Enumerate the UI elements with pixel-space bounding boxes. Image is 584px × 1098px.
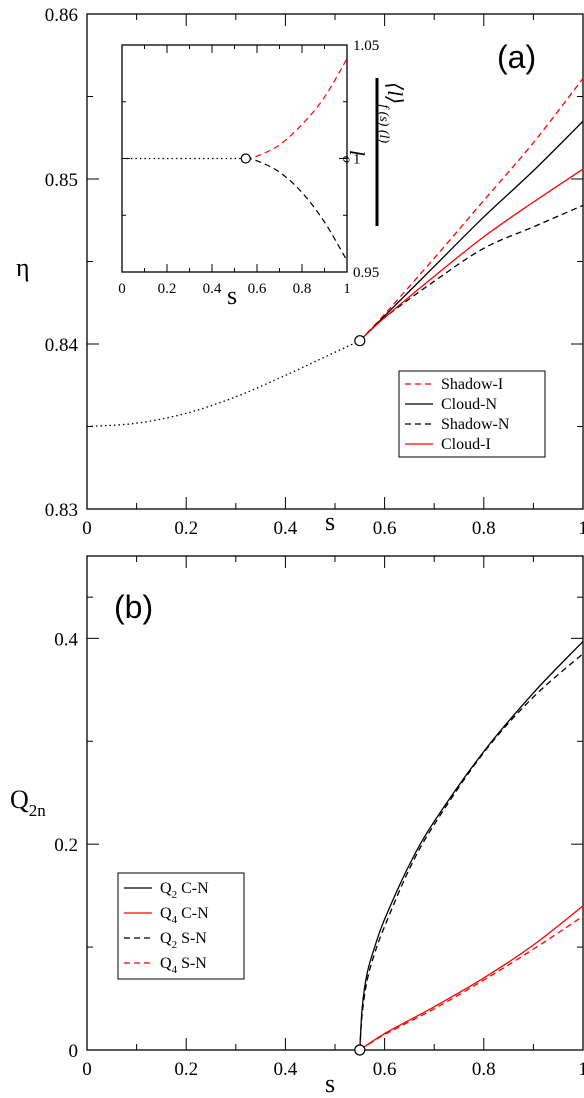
panel-b: 0 0.2 0.4 0.6 0.8 1 0 0.2 0.4 Q2n s (b) Q2 C-N Q4… <box>10 555 584 1098</box>
panel-b-series <box>354 640 584 1056</box>
panel-b-series-3 <box>359 915 584 1051</box>
inset-ylabel-denominator: lo <box>339 150 369 163</box>
panel-a-legend-label-0: Shadow-I <box>441 376 503 393</box>
inset-critical-point-marker <box>240 153 251 164</box>
panel-a-xtick-label: 0.8 <box>472 518 496 539</box>
panel-b-xtick-label: 0.6 <box>373 1059 397 1080</box>
panel-b-ticks: 0 0.2 0.4 0.6 0.8 1 0 0.2 0.4 <box>54 556 584 1080</box>
panel-a-series-2 <box>359 120 584 342</box>
inset-xlabel: s <box>227 281 237 310</box>
panel-a-series-4 <box>359 168 584 342</box>
panel-b-legend-label-1: Q4 C-N <box>160 905 209 926</box>
panel-a-legend-label-1: Cloud-N <box>441 396 497 413</box>
inset-xtick-label: 0.4 <box>203 281 222 297</box>
inset-xtick-label: 1 <box>343 281 351 297</box>
inset-ytick-label: 0.95 <box>353 265 379 281</box>
inset-ylabel-numerator: ⟨l⟩f (s) (l) <box>376 82 407 143</box>
inset-ylabel: ⟨l⟩f (s) (l) lo <box>339 78 407 226</box>
inset-ytick-label: 1.05 <box>353 38 379 54</box>
panel-b-legend-label-2: Q2 S-N <box>160 930 207 951</box>
panel-b-series-1 <box>359 905 584 1051</box>
panel-a-legend-label-3: Cloud-I <box>441 436 491 453</box>
panel-b-xtick-label: 0 <box>82 1059 92 1080</box>
inset-ytick-label: 1 <box>353 152 361 168</box>
panel-b-series-2 <box>359 653 584 1051</box>
panel-a-series-0 <box>86 340 361 428</box>
panel-a-xlabel: s <box>325 507 335 536</box>
panel-b-xtick-label: 0.8 <box>472 1059 496 1080</box>
panel-a-tag: (a) <box>497 39 536 75</box>
panel-a-ticks: 0 0.2 0.4 0.6 0.8 1 0.83 0.84 0.85 0.86 <box>45 5 584 539</box>
inset-series-2 <box>245 157 348 261</box>
inset-frame <box>121 44 348 273</box>
panel-b-tag: (b) <box>114 589 153 625</box>
legend-a-box <box>398 370 546 458</box>
panel-b-xtick-label: 0.4 <box>274 1059 298 1080</box>
panel-a-ytick-label: 0.85 <box>45 170 78 191</box>
panel-a-series <box>86 77 584 428</box>
inset-xtick-label: 0 <box>118 281 126 297</box>
panel-a-ytick-label: 0.86 <box>45 5 78 26</box>
inset-series <box>122 58 348 261</box>
panel-a-xtick-label: 0.6 <box>373 518 397 539</box>
panel-b-xlabel: s <box>325 1069 335 1098</box>
panel-b-xtick-label: 0.2 <box>174 1059 198 1080</box>
panel-b-series-0 <box>359 640 584 1051</box>
inset-xtick-label: 0.6 <box>248 281 267 297</box>
panel-a-xtick-label: 0.2 <box>174 518 198 539</box>
panel-b-ytick-label: 0.4 <box>54 629 78 650</box>
inset-xtick-label: 0.2 <box>158 281 177 297</box>
panel-b-xtick-label: 1 <box>578 1059 584 1080</box>
panel-a: 0 0.2 0.4 0.6 0.8 1 0.83 0.84 0.85 0.86 η s (a) 0… <box>16 5 584 539</box>
panel-a-ylabel: η <box>16 253 30 282</box>
panel-a-critical-point-marker <box>354 335 366 347</box>
panel-b-legend: Q2 C-N Q4 C-N Q2 S-N Q4 S-N <box>117 872 245 980</box>
legend-b-box <box>117 872 245 980</box>
panel-a-ytick-label: 0.83 <box>45 500 78 521</box>
panel-a-legend: Shadow-I Cloud-N Shadow-N Cloud-I <box>398 370 546 458</box>
panel-b-legend-label-0: Q2 C-N <box>160 880 209 901</box>
panel-b-ylabel: Q2n <box>10 785 46 820</box>
inset-series-1 <box>245 58 348 160</box>
panel-a-series-1 <box>359 77 584 342</box>
panel-a-xtick-label: 0.4 <box>274 518 298 539</box>
panel-b-legend-label-3: Q4 S-N <box>160 955 207 976</box>
panel-a-xtick-label: 0 <box>82 518 92 539</box>
panel-a-xtick-label: 1 <box>578 518 584 539</box>
panel-a-series-3 <box>359 204 584 342</box>
inset-xtick-label: 0.8 <box>293 281 312 297</box>
panel-b-ytick-label: 0.2 <box>54 835 78 856</box>
panel-b-ytick-label: 0 <box>69 1041 79 1062</box>
panel-a-legend-label-2: Shadow-N <box>441 416 510 433</box>
panel-a-ytick-label: 0.84 <box>45 335 79 356</box>
panel-b-critical-point-marker <box>354 1044 366 1056</box>
